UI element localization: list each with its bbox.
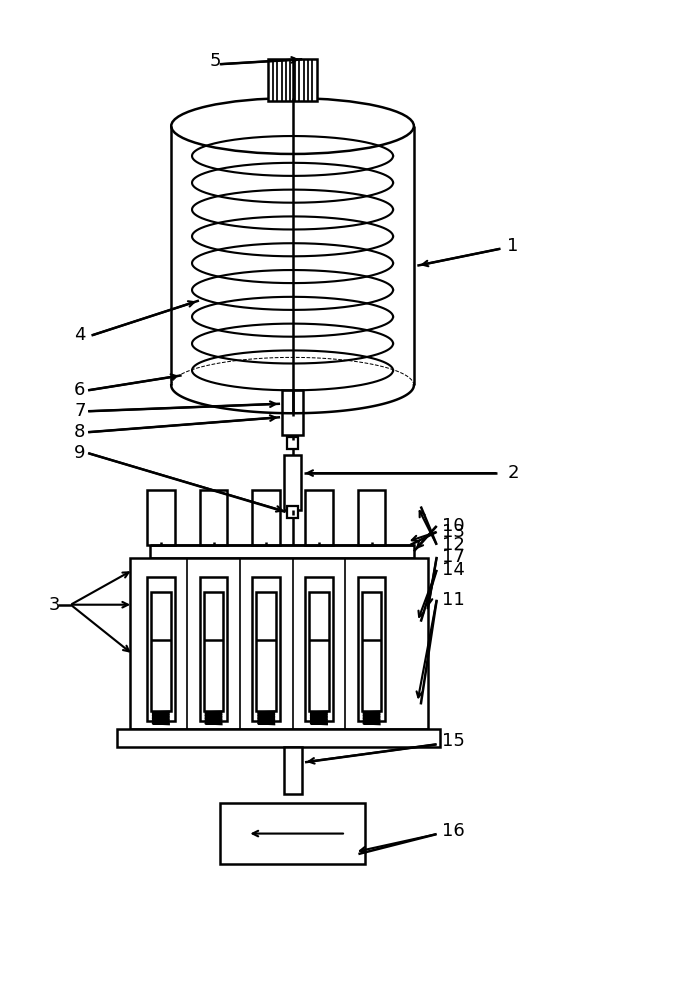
Bar — [147, 490, 175, 545]
Text: 6: 6 — [74, 381, 86, 399]
Bar — [284, 455, 301, 510]
Bar — [147, 577, 175, 721]
Text: 1: 1 — [507, 237, 519, 255]
Text: 8: 8 — [74, 423, 86, 441]
Text: 15: 15 — [441, 732, 464, 750]
Bar — [305, 490, 333, 545]
Text: 13: 13 — [441, 523, 464, 541]
Text: 10: 10 — [441, 517, 464, 535]
Bar — [309, 592, 329, 711]
Bar — [257, 592, 276, 711]
Bar — [358, 490, 386, 545]
Bar — [287, 506, 298, 518]
Text: 2: 2 — [507, 464, 519, 482]
Bar — [220, 803, 365, 864]
Ellipse shape — [171, 98, 414, 154]
Bar — [282, 390, 303, 435]
Text: 16: 16 — [441, 822, 464, 840]
Bar — [362, 592, 381, 711]
Bar — [253, 490, 280, 545]
Text: 12: 12 — [441, 536, 464, 554]
Text: 4: 4 — [74, 326, 86, 344]
Text: 5: 5 — [209, 52, 221, 70]
Bar — [253, 577, 280, 721]
Bar — [200, 490, 228, 545]
Bar — [305, 577, 333, 721]
Text: 9: 9 — [74, 444, 86, 462]
Text: 7: 7 — [74, 402, 86, 420]
Text: 17: 17 — [441, 548, 464, 566]
Bar — [129, 558, 428, 729]
Bar — [117, 729, 440, 747]
Bar — [200, 577, 228, 721]
Text: 11: 11 — [441, 591, 464, 609]
Bar — [268, 59, 317, 101]
Bar — [150, 545, 414, 558]
Bar — [204, 592, 223, 711]
Bar — [358, 577, 386, 721]
Bar — [287, 437, 298, 449]
Text: 14: 14 — [441, 561, 464, 579]
Bar — [151, 592, 171, 711]
Bar — [283, 747, 301, 794]
Text: 3: 3 — [49, 596, 60, 614]
